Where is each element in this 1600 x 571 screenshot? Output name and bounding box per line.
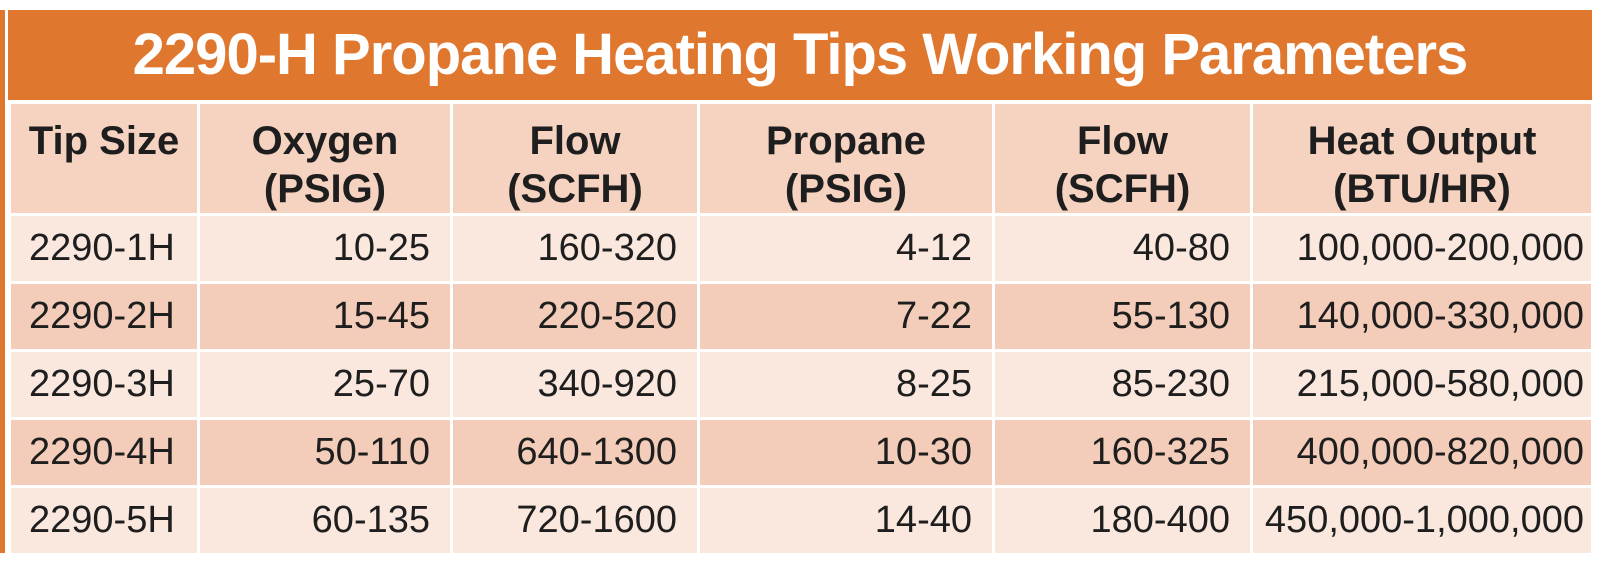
value-cell: 10-30 [700, 420, 992, 485]
value-cell: 7-22 [700, 284, 992, 349]
table-row: 2290-5H 60-135 720-1600 14-40 180-400 450,000… [11, 488, 1591, 553]
column-header-oxygen-flow: Flow (SCFH) [453, 104, 697, 213]
value-cell: 100,000-200,000 [1253, 216, 1591, 281]
tip-size-cell: 2290-2H [11, 284, 197, 349]
value-cell: 15-45 [200, 284, 450, 349]
value-cell: 220-520 [453, 284, 697, 349]
value-cell: 4-12 [700, 216, 992, 281]
value-cell: 10-25 [200, 216, 450, 281]
column-header-propane-flow: Flow (SCFH) [995, 104, 1250, 213]
value-cell: 8-25 [700, 352, 992, 417]
table-row: 2290-3H 25-70 340-920 8-25 85-230 215,000-580… [11, 352, 1591, 417]
value-cell: 400,000-820,000 [1253, 420, 1591, 485]
tip-size-cell: 2290-4H [11, 420, 197, 485]
value-cell: 160-325 [995, 420, 1250, 485]
table-row: 2290-2H 15-45 220-520 7-22 55-130 140,000-330… [11, 284, 1591, 349]
value-cell: 215,000-580,000 [1253, 352, 1591, 417]
column-header-tip-size: Tip Size [11, 104, 197, 213]
column-title: Heat Output [1307, 119, 1537, 163]
value-cell: 180-400 [995, 488, 1250, 553]
parameters-table: Tip Size Oxygen (PSIG) Flow (SCFH) Propa… [8, 101, 1594, 556]
value-cell: 85-230 [995, 352, 1250, 417]
column-unit: (SCFH) [1054, 167, 1191, 211]
column-unit: (SCFH) [507, 167, 643, 211]
header-row: Tip Size Oxygen (PSIG) Flow (SCFH) Propa… [11, 104, 1591, 213]
left-accent-strip [0, 10, 5, 553]
column-unit: (PSIG) [784, 167, 908, 211]
value-cell: 14-40 [700, 488, 992, 553]
page-title: 2290-H Propane Heating Tips Working Para… [8, 10, 1592, 100]
column-header-propane: Propane (PSIG) [700, 104, 992, 213]
column-title: Tip Size [28, 119, 180, 163]
value-cell: 640-1300 [453, 420, 697, 485]
value-cell: 720-1600 [453, 488, 697, 553]
value-cell: 160-320 [453, 216, 697, 281]
column-unit: (PSIG) [263, 167, 387, 211]
column-title: Flow [529, 119, 621, 163]
table-header: Tip Size Oxygen (PSIG) Flow (SCFH) Propa… [11, 104, 1591, 213]
value-cell: 60-135 [200, 488, 450, 553]
table-row: 2290-1H 10-25 160-320 4-12 40-80 100,000-200,… [11, 216, 1591, 281]
tip-size-cell: 2290-3H [11, 352, 197, 417]
tip-size-cell: 2290-1H [11, 216, 197, 281]
value-cell: 450,000-1,000,000 [1253, 488, 1591, 553]
value-cell: 50-110 [200, 420, 450, 485]
column-unit: (BTU/HR) [1333, 167, 1511, 211]
value-cell: 25-70 [200, 352, 450, 417]
value-cell: 40-80 [995, 216, 1250, 281]
value-cell: 140,000-330,000 [1253, 284, 1591, 349]
column-title: Oxygen [251, 119, 399, 163]
table-body: 2290-1H 10-25 160-320 4-12 40-80 100,000-200,… [11, 216, 1591, 553]
table-row: 2290-4H 50-110 640-1300 10-30 160-325 400,000… [11, 420, 1591, 485]
tip-size-cell: 2290-5H [11, 488, 197, 553]
value-cell: 340-920 [453, 352, 697, 417]
column-header-oxygen: Oxygen (PSIG) [200, 104, 450, 213]
column-header-heat-output: Heat Output (BTU/HR) [1253, 104, 1591, 213]
column-title: Propane [765, 119, 927, 163]
column-title: Flow [1076, 119, 1169, 163]
value-cell: 55-130 [995, 284, 1250, 349]
